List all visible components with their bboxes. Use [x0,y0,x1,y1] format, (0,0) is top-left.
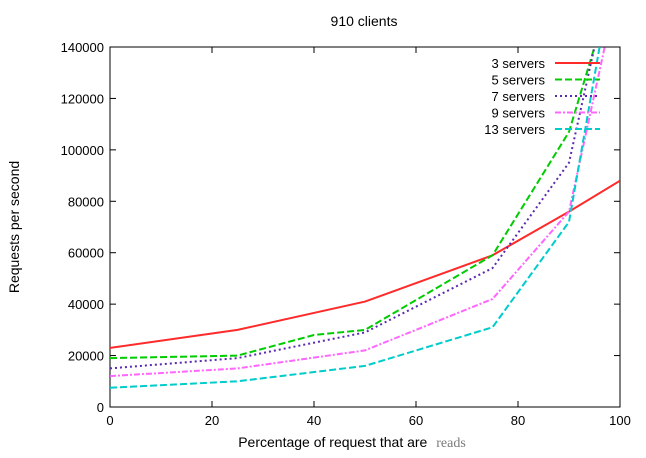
y-tick-label: 20000 [68,349,104,364]
y-axis-label: Requests per second [6,161,22,293]
series-line-9-servers [110,47,606,378]
y-tick-label: 60000 [68,246,104,261]
x-tick-label: 40 [307,413,321,428]
y-tick-label: 0 [97,400,104,415]
legend-label-13-servers: 13 servers [484,122,545,137]
x-tick-label: 20 [205,413,219,428]
series-line-3-servers [110,179,620,349]
y-tick-label: 100000 [61,143,104,158]
legend-label-7-servers: 7 servers [492,89,546,104]
y-tick-label: 40000 [68,297,104,312]
series-line-5-servers [110,47,596,360]
series-line-7-servers [110,47,596,370]
x-tick-label: 80 [511,413,525,428]
x-tick-label: 0 [106,413,113,428]
legend-label-5-servers: 5 servers [492,73,546,88]
chart-title: 910 clients [331,13,398,29]
y-tick-label: 120000 [61,91,104,106]
series-layer [110,47,620,389]
y-tick-label: 80000 [68,194,104,209]
x-axis-label-reads: reads [436,436,466,451]
series-lines [110,47,620,389]
legend-label-9-servers: 9 servers [492,106,546,121]
x-tick-label: 60 [409,413,423,428]
x-axis-label: Percentage of request that are reads [238,434,466,451]
legend-label-3-servers: 3 servers [492,56,546,71]
y-tick-label: 140000 [61,40,104,55]
plot-frame [109,46,621,408]
x-axis-label-main: Percentage of request that are [238,434,427,450]
ticks-layer: 0 20 40 60 80 100 0 20000 40000 60000 80000 100000 1… [61,40,631,428]
series-line-13-servers [110,47,601,389]
x-tick-label: 100 [609,413,631,428]
